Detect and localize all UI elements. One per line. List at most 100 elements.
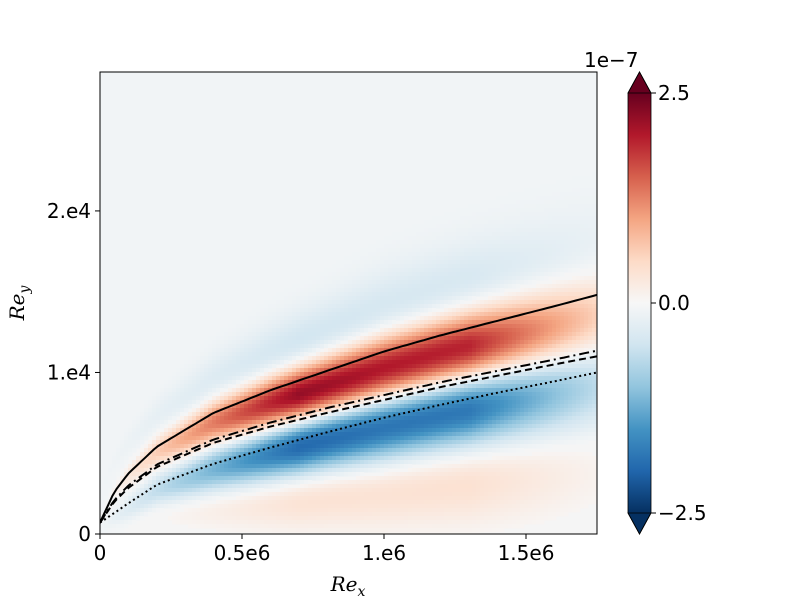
heatmap-cell [256,168,261,173]
heatmap-cell [252,204,257,209]
heatmap-cell [232,276,237,281]
heatmap-cell [240,240,245,245]
heatmap-cell [248,308,253,313]
heatmap-cell [108,344,113,349]
heatmap-cell [176,512,181,517]
heatmap-cell [124,356,129,361]
heatmap-cell [180,136,185,141]
heatmap-cell [160,284,165,289]
heatmap-cell [252,276,257,281]
heatmap-cell [244,428,249,433]
heatmap-cell [240,116,245,121]
heatmap-cell [240,336,245,341]
heatmap-cell [264,108,269,113]
heatmap-cell [256,140,261,145]
heatmap-cell [108,116,113,121]
heatmap-cell [236,368,241,373]
heatmap-cell [108,508,113,513]
heatmap-cell [264,472,269,477]
heatmap-cell [140,440,145,445]
heatmap-cell [160,236,165,241]
heatmap-cell [140,156,145,161]
heatmap-cell [116,416,121,421]
heatmap-cell [224,392,229,397]
heatmap-cell [180,332,185,337]
heatmap-cell [104,456,109,461]
heatmap-cell [132,192,137,197]
heatmap-cell [224,100,229,105]
heatmap-cell [272,472,277,477]
heatmap-cell [144,236,149,241]
heatmap-cell [264,412,269,417]
heatmap-cell [124,412,129,417]
heatmap-cell [164,336,169,341]
heatmap-cell [108,532,113,534]
heatmap-cell [176,448,181,453]
heatmap-cell [184,316,189,321]
heatmap-cell [228,140,233,145]
heatmap-cell [172,452,177,457]
heatmap-cell [240,232,245,237]
heatmap-cell [180,124,185,129]
heatmap-cell [148,288,153,293]
heatmap-cell [244,80,249,85]
heatmap-cell [256,236,261,241]
heatmap-cell [104,132,109,137]
heatmap-cell [264,264,269,269]
heatmap-cell [144,184,149,189]
heatmap-cell [188,500,193,505]
heatmap-cell [256,156,261,161]
heatmap-cell [244,252,249,257]
heatmap-cell [244,500,249,505]
heatmap-cell [248,240,253,245]
heatmap-cell [104,224,109,229]
heatmap-cell [232,280,237,285]
heatmap-cell [116,192,121,197]
heatmap-cell [176,152,181,157]
heatmap-cell [240,228,245,233]
heatmap-cell [252,444,257,449]
heatmap-cell [148,324,153,329]
heatmap-cell [252,460,257,465]
heatmap-cell [252,128,257,133]
heatmap-cell [120,116,125,121]
heatmap-cell [168,164,173,169]
heatmap-cell [156,312,161,317]
heatmap-cell [164,380,169,385]
heatmap-cell [124,268,129,273]
heatmap-cell [100,128,105,133]
heatmap-cell [136,316,141,321]
heatmap-cell [160,84,165,89]
heatmap-cell [196,336,201,341]
heatmap-cell [232,504,237,509]
heatmap-cell [240,204,245,209]
heatmap-cell [272,92,277,97]
heatmap-cell [196,104,201,109]
heatmap-cell [204,300,209,305]
heatmap-cell [192,356,197,361]
heatmap-cell [192,480,197,485]
heatmap-cell [184,336,189,341]
heatmap-cell [236,84,241,89]
heatmap-cell [132,480,137,485]
heatmap-cell [184,392,189,397]
heatmap-cell [108,300,113,305]
heatmap-cell [204,200,209,205]
heatmap-cell [276,228,281,233]
heatmap-cell [268,500,273,505]
heatmap-cell [200,276,205,281]
heatmap-cell [224,216,229,221]
heatmap-cell [260,176,265,181]
heatmap-cell [196,184,201,189]
heatmap-cell [200,404,205,409]
heatmap-cell [192,512,197,517]
heatmap-cell [252,192,257,197]
heatmap-cell [120,512,125,517]
heatmap-cell [264,172,269,177]
heatmap-cell [184,364,189,369]
heatmap-cell [216,116,221,121]
heatmap-cell [100,336,105,341]
heatmap-cell [264,328,269,333]
heatmap-cell [232,340,237,345]
heatmap-cell [160,92,165,97]
